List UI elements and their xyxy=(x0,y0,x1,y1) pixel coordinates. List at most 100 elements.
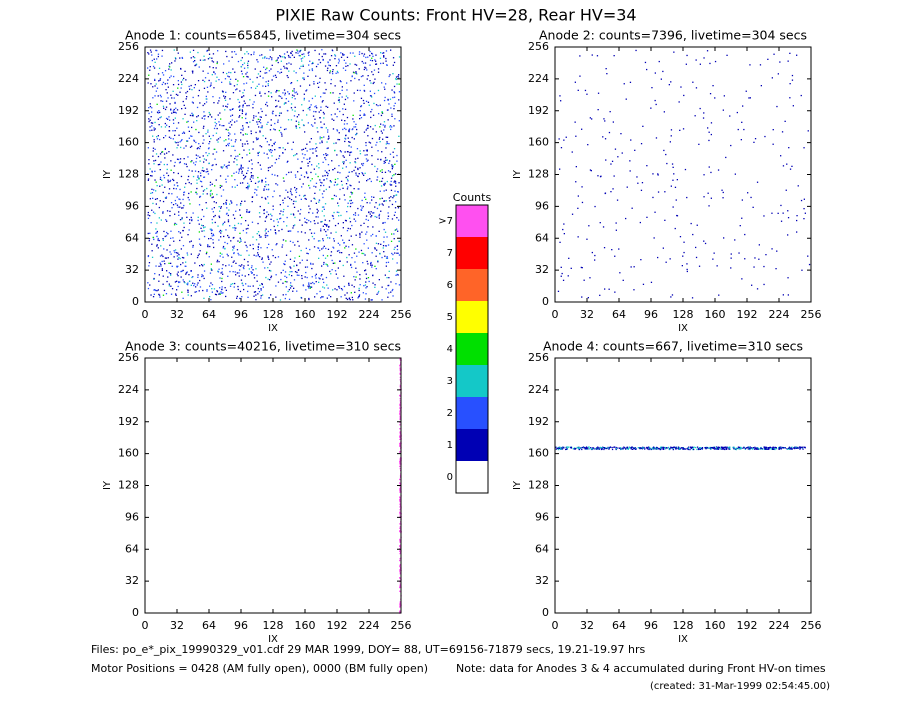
hit xyxy=(201,275,203,278)
hit xyxy=(363,174,365,176)
hit xyxy=(352,299,354,301)
hit xyxy=(734,239,736,241)
hit xyxy=(723,448,725,450)
hit xyxy=(173,184,176,186)
hit xyxy=(293,155,295,157)
colorbar-label: 0 xyxy=(447,472,453,483)
hit xyxy=(693,448,695,451)
hit xyxy=(366,160,368,162)
hit xyxy=(240,65,243,68)
hit xyxy=(250,172,252,174)
hit xyxy=(296,264,298,266)
hit xyxy=(252,81,254,83)
hit xyxy=(619,447,621,449)
hit xyxy=(241,200,243,202)
hit xyxy=(337,205,340,207)
hit xyxy=(355,72,357,74)
hit xyxy=(209,195,212,197)
hit xyxy=(664,219,666,221)
hit xyxy=(337,178,339,180)
hit xyxy=(170,108,172,110)
hit xyxy=(393,91,395,93)
hit xyxy=(344,199,346,201)
hit xyxy=(236,83,238,86)
hit xyxy=(252,103,254,105)
hit xyxy=(222,166,224,168)
hit xyxy=(399,523,401,525)
hit xyxy=(284,67,286,69)
hit xyxy=(260,146,263,148)
hit xyxy=(190,216,192,219)
hit xyxy=(669,258,671,260)
hit xyxy=(163,174,165,177)
hit xyxy=(174,141,176,143)
hit xyxy=(210,282,212,284)
hit xyxy=(185,212,187,214)
hit xyxy=(319,278,321,280)
hit xyxy=(213,234,215,237)
hit xyxy=(789,97,791,99)
hit xyxy=(303,55,306,58)
hit xyxy=(178,162,181,164)
hit xyxy=(578,448,580,451)
hit xyxy=(196,120,198,122)
hit xyxy=(350,263,352,266)
hit xyxy=(199,145,201,148)
hit xyxy=(184,113,186,115)
hit xyxy=(326,264,328,266)
hit xyxy=(219,252,221,254)
hit xyxy=(775,448,778,450)
hit xyxy=(229,126,231,128)
hit xyxy=(364,172,366,174)
hit xyxy=(158,206,160,209)
hit xyxy=(326,69,329,72)
x-tick-label: 256 xyxy=(391,308,412,321)
hit xyxy=(334,270,337,272)
hit xyxy=(389,125,392,127)
hit xyxy=(307,52,309,54)
hit xyxy=(303,97,305,100)
hit xyxy=(331,269,333,271)
hit xyxy=(197,175,199,177)
hit xyxy=(209,141,211,143)
hit xyxy=(339,251,341,254)
hit xyxy=(219,293,221,295)
hit xyxy=(257,112,260,114)
hit xyxy=(300,208,302,211)
hit xyxy=(166,152,168,154)
hit xyxy=(247,60,250,62)
hit xyxy=(168,285,170,287)
hit xyxy=(318,53,320,55)
hit xyxy=(332,198,334,200)
hit xyxy=(147,232,149,235)
hit xyxy=(299,178,301,180)
hit xyxy=(309,248,311,251)
hit xyxy=(210,228,212,230)
hit xyxy=(313,185,315,187)
hit xyxy=(257,252,259,254)
hit xyxy=(322,100,324,102)
colorbar-frame xyxy=(455,204,489,494)
hit xyxy=(177,141,179,144)
hit xyxy=(312,62,314,64)
hit xyxy=(383,184,385,186)
hit xyxy=(211,284,214,286)
hit xyxy=(398,219,400,221)
hit xyxy=(208,53,211,55)
hit xyxy=(156,232,158,234)
hit xyxy=(158,124,160,126)
hit xyxy=(169,66,171,68)
hit xyxy=(218,216,221,219)
hit xyxy=(203,270,206,272)
hit xyxy=(594,448,596,450)
hit xyxy=(270,261,272,263)
hit xyxy=(150,116,152,118)
hit xyxy=(293,206,296,208)
hit xyxy=(692,81,694,83)
hit xyxy=(272,205,274,207)
hit xyxy=(630,266,632,268)
hit xyxy=(391,126,393,128)
hit xyxy=(179,219,182,221)
hit xyxy=(775,268,777,270)
hit xyxy=(294,106,296,108)
